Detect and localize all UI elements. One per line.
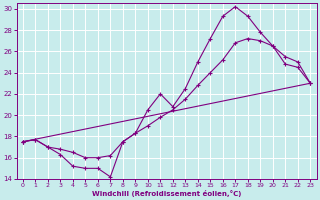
X-axis label: Windchill (Refroidissement éolien,°C): Windchill (Refroidissement éolien,°C) [92, 190, 241, 197]
